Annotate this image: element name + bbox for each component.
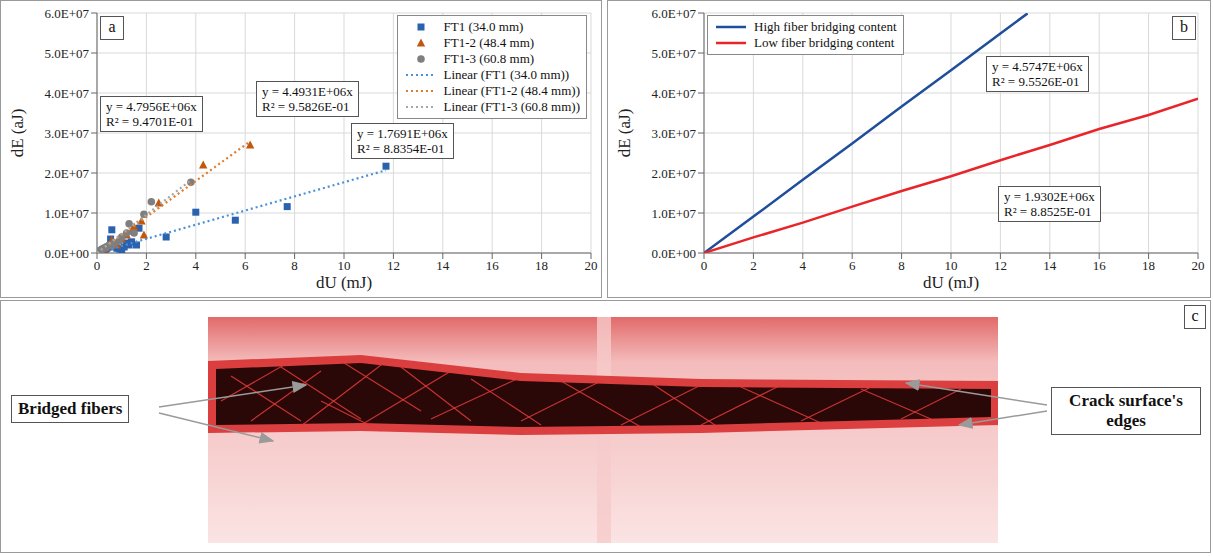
svg-text:2.0E+07: 2.0E+07 bbox=[651, 166, 696, 181]
svg-text:0: 0 bbox=[701, 258, 708, 273]
svg-text:4.0E+07: 4.0E+07 bbox=[44, 86, 89, 101]
svg-text:1.0E+07: 1.0E+07 bbox=[651, 206, 696, 221]
html-text:Low fiber bridging content: Low fiber bridging content bbox=[754, 35, 895, 50]
svg-text:6.0E+07: 6.0E+07 bbox=[44, 6, 89, 21]
html-text:y = 4.4931E+06x: y = 4.4931E+06x bbox=[262, 84, 353, 99]
html-text:Linear (FT1 (34.0 mm)): Linear (FT1 (34.0 mm)) bbox=[443, 67, 570, 82]
html-text:Linear (FT1-3 (60.8 mm)): Linear (FT1-3 (60.8 mm)) bbox=[443, 99, 580, 114]
svg-text:10: 10 bbox=[945, 258, 958, 273]
html-text:R² = 9.5826E-01: R² = 9.5826E-01 bbox=[262, 99, 350, 114]
html-text:y = 4.5747E+06x: y = 4.5747E+06x bbox=[992, 59, 1083, 74]
html-text:y = 4.7956E+06x: y = 4.7956E+06x bbox=[106, 99, 197, 114]
html-text:dU (mJ): dU (mJ) bbox=[922, 273, 980, 292]
svg-text:4: 4 bbox=[800, 258, 807, 273]
svg-text:5.0E+07: 5.0E+07 bbox=[44, 46, 89, 61]
svg-text:14: 14 bbox=[1043, 258, 1057, 273]
html-text:Linear (FT1-2 (48.4 mm)): Linear (FT1-2 (48.4 mm)) bbox=[443, 83, 580, 98]
svg-text:6: 6 bbox=[849, 258, 856, 273]
svg-text:2: 2 bbox=[750, 258, 757, 273]
svg-text:12: 12 bbox=[994, 258, 1007, 273]
svg-text:4.0E+07: 4.0E+07 bbox=[651, 86, 696, 101]
html-text:R² = 9.4701E-01: R² = 9.4701E-01 bbox=[106, 114, 194, 129]
svg-text:6.0E+07: 6.0E+07 bbox=[651, 6, 696, 21]
svg-text:3.0E+07: 3.0E+07 bbox=[44, 126, 89, 141]
svg-text:0.0E+00: 0.0E+00 bbox=[44, 246, 89, 261]
html-text:c: c bbox=[1191, 307, 1199, 324]
html-text:dU (mJ): dU (mJ) bbox=[315, 273, 373, 292]
html-text:dE (aJ): dE (aJ) bbox=[615, 108, 634, 158]
html-text:High fiber bridging content: High fiber bridging content bbox=[754, 19, 897, 34]
svg-text:3.0E+07: 3.0E+07 bbox=[651, 126, 696, 141]
svg-text:2.0E+07: 2.0E+07 bbox=[44, 166, 89, 181]
html-text:a: a bbox=[108, 18, 116, 35]
svg-text:2: 2 bbox=[143, 258, 150, 273]
svg-text:8: 8 bbox=[291, 258, 298, 273]
html-text:R² = 9.5526E-01: R² = 9.5526E-01 bbox=[992, 74, 1080, 89]
html-text:Bridged fibers: Bridged fibers bbox=[18, 399, 123, 418]
svg-text:14: 14 bbox=[436, 258, 450, 273]
html-text:FT1-3 (60.8 mm): FT1-3 (60.8 mm) bbox=[443, 51, 535, 66]
html-text:dE (aJ): dE (aJ) bbox=[8, 108, 27, 158]
svg-text:1.0E+07: 1.0E+07 bbox=[44, 206, 89, 221]
html-text:FT1-2 (48.4 mm): FT1-2 (48.4 mm) bbox=[443, 35, 535, 50]
svg-text:6: 6 bbox=[242, 258, 249, 273]
svg-text:4: 4 bbox=[193, 258, 200, 273]
svg-text:20: 20 bbox=[1192, 258, 1205, 273]
svg-text:5.0E+07: 5.0E+07 bbox=[651, 46, 696, 61]
svg-text:10: 10 bbox=[338, 258, 351, 273]
svg-text:18: 18 bbox=[535, 258, 548, 273]
html-text:FT1 (34.0 mm): FT1 (34.0 mm) bbox=[443, 19, 524, 34]
svg-text:16: 16 bbox=[486, 258, 500, 273]
html-text:R² = 8.8525E-01: R² = 8.8525E-01 bbox=[1004, 204, 1092, 219]
html-text:y = 1.9302E+06x: y = 1.9302E+06x bbox=[1004, 189, 1095, 204]
svg-text:18: 18 bbox=[1142, 258, 1155, 273]
svg-text:16: 16 bbox=[1093, 258, 1107, 273]
html-text:y = 1.7691E+06x: y = 1.7691E+06x bbox=[357, 126, 448, 141]
svg-text:0.0E+00: 0.0E+00 bbox=[651, 246, 696, 261]
svg-text:0: 0 bbox=[94, 258, 101, 273]
svg-text:8: 8 bbox=[898, 258, 905, 273]
html-text:Crack surface's edges: Crack surface's edges bbox=[1069, 391, 1183, 430]
svg-text:20: 20 bbox=[585, 258, 598, 273]
svg-text:12: 12 bbox=[387, 258, 400, 273]
html-text:b: b bbox=[1180, 18, 1188, 35]
html-text:R² = 8.8354E-01: R² = 8.8354E-01 bbox=[357, 141, 445, 156]
